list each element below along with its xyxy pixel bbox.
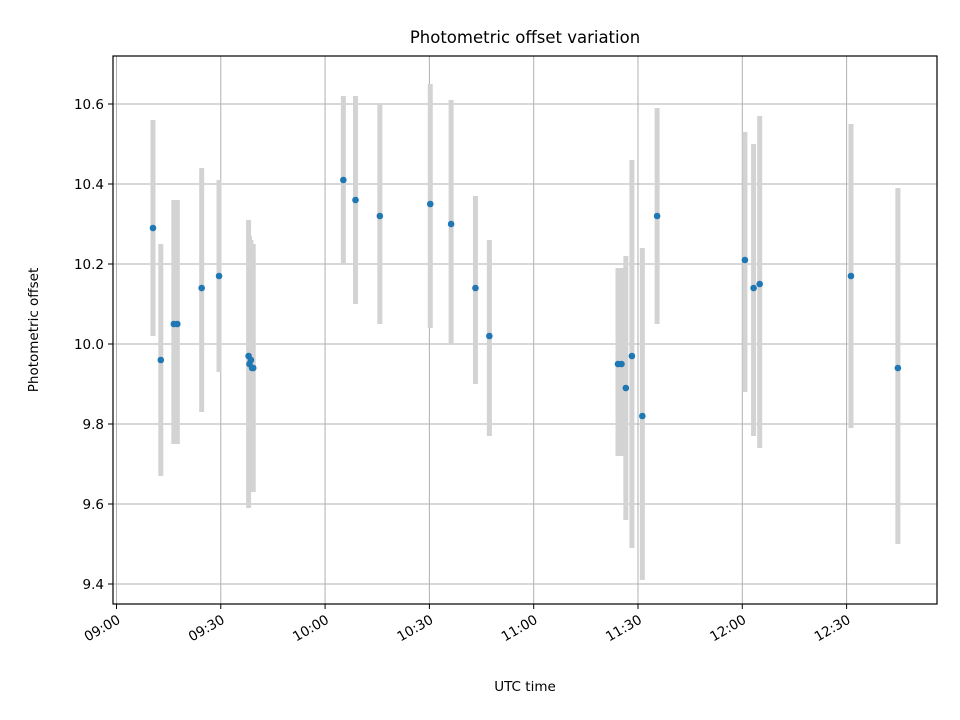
data-point [149,224,157,232]
y-axis-label: Photometric offset [26,268,42,392]
y-tick-label: 9.4 [83,577,104,593]
data-point [628,352,636,360]
data-point [340,176,347,184]
data-point [198,284,205,292]
data-point [447,220,455,228]
data-point [352,196,359,204]
y-tick-label: 10.0 [74,337,104,353]
data-point [174,320,181,328]
data-point [741,256,749,264]
data-point [157,356,165,364]
y-tick-label: 10.4 [74,177,104,193]
data-point [756,280,763,288]
data-point [847,272,855,280]
x-tick-label: 09:00 [82,612,124,645]
data-point [215,272,223,280]
data-point [750,284,757,292]
data-point [247,356,255,364]
x-tick-label: 11:30 [603,612,645,645]
data-point [472,284,479,292]
x-tick-label: 12:30 [812,612,854,645]
data-point [622,384,630,392]
y-tick-label: 9.6 [83,497,104,513]
x-axis: 09:00 09:30 10:00 10:30 11:00 11:30 12:00 12:30 [82,604,854,645]
x-tick-label: 11:00 [499,612,541,645]
data-point [426,200,434,208]
data-point [376,212,384,220]
y-tick-label: 9.8 [83,417,104,433]
y-tick-label: 10.6 [74,97,104,113]
y-axis: 9.4 9.6 9.8 10.0 10.2 10.4 10.6 [74,97,113,593]
data-point [653,212,661,220]
plot-frame [112,55,938,605]
data-point [249,364,257,372]
data-point [618,360,625,368]
x-tick-label: 09:30 [186,612,228,645]
x-tick-label: 10:30 [394,612,436,645]
grid [113,56,937,604]
x-axis-label: UTC time [494,679,556,695]
data-point [639,412,646,420]
error-bars [150,84,901,580]
chart-title: Photometric offset variation [410,28,640,47]
x-tick-label: 12:00 [707,612,749,645]
data-points [149,176,902,420]
x-tick-label: 10:00 [290,612,332,645]
data-point [486,332,493,340]
y-tick-label: 10.2 [74,257,104,273]
data-point [894,364,902,372]
